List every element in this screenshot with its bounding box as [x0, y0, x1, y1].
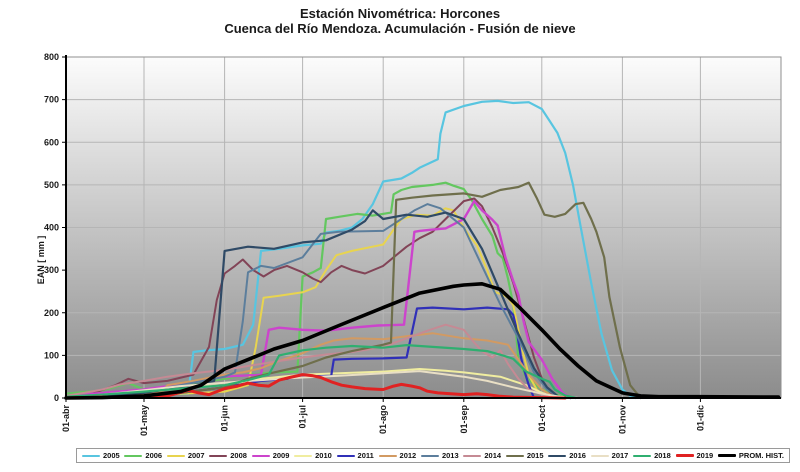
legend-label: 2005: [103, 451, 120, 460]
x-tick-label: 01-ago: [378, 405, 388, 435]
legend-item-2017: 2017: [590, 451, 629, 460]
series-line-2016: [64, 209, 562, 400]
legend-swatch-icon: [336, 454, 355, 457]
y-tick-label: 0: [54, 393, 59, 403]
legend-item-2010: 2010: [294, 451, 332, 460]
legend-label: PROM. HIST.: [738, 451, 784, 460]
legend-item-prom-hist-: PROM. HIST.: [717, 451, 784, 460]
legend-swatch-icon: [209, 454, 228, 457]
legend-swatch-icon: [294, 454, 313, 457]
legend-item-2009: 2009: [251, 451, 290, 460]
legend-swatch-icon: [717, 454, 736, 457]
legend-item-2014: 2014: [463, 451, 501, 460]
legend-label: 2006: [145, 451, 163, 460]
chart-title-line2: Cuenca del Río Mendoza. Acumulación - Fu…: [224, 21, 576, 36]
x-tick-label: 01-dic: [695, 405, 705, 431]
legend-swatch-icon: [378, 454, 397, 457]
y-tick-label: 500: [44, 180, 59, 190]
y-tick-label: 600: [44, 137, 59, 147]
chart-title-line1: Estación Nivométrica: Horcones: [299, 6, 501, 21]
legend-item-2008: 2008: [209, 451, 247, 460]
chart-legend: 2005 2006 2007 2008 2009 2010 2011 2012 2013 2014…: [76, 448, 790, 463]
legend-label: 2015: [526, 451, 544, 460]
legend-swatch-icon: [251, 454, 270, 457]
legend-item-2012: 2012: [378, 451, 417, 460]
series-line-2018: [64, 344, 577, 400]
legend-label: 2014: [484, 451, 502, 460]
chart-title: Estación Nivométrica: Horcones Cuenca de…: [0, 6, 800, 36]
y-tick-label: 700: [44, 95, 59, 105]
legend-label: 2009: [272, 451, 290, 460]
series-line-2012: [65, 332, 561, 399]
series-line-2007: [65, 207, 554, 399]
legend-item-2016: 2016: [548, 451, 586, 460]
x-tick-label: 01-jul: [298, 405, 308, 429]
legend-label: 2018: [654, 451, 671, 460]
snow-accumulation-chart: 0 100 200 300 400 500 600 700 800 01-abr 01-may 01-…: [36, 52, 782, 436]
legend-label: 2010: [315, 451, 332, 460]
legend-item-2015: 2015: [505, 451, 544, 460]
y-tick-label: 300: [44, 265, 59, 275]
x-tick-label: 01-sep: [459, 405, 469, 434]
x-tick-label: 01-jun: [220, 405, 230, 432]
series-line-2008: [65, 197, 556, 399]
series-line-2017: [65, 370, 580, 399]
legend-swatch-icon: [420, 454, 439, 457]
legend-swatch-icon: [633, 454, 652, 457]
legend-label: 2012: [399, 451, 417, 460]
legend-swatch-icon: [82, 454, 100, 457]
y-axis-title: EAN [ mm ]: [36, 236, 46, 285]
legend-label: 2019: [696, 451, 714, 460]
legend-swatch-icon: [463, 454, 482, 457]
legend-item-2005: 2005: [82, 451, 120, 460]
y-tick-label: 800: [44, 52, 59, 62]
legend-label: 2016: [569, 451, 586, 460]
legend-swatch-icon: [505, 454, 524, 457]
legend-swatch-icon: [675, 454, 694, 457]
x-tick-label: 01-abr: [61, 405, 71, 433]
legend-label: 2007: [187, 451, 205, 460]
legend-swatch-icon: [166, 454, 185, 457]
legend-item-2013: 2013: [420, 451, 459, 460]
legend-swatch-icon: [548, 454, 567, 457]
x-tick-label: 01-may: [139, 405, 149, 436]
legend-swatch-icon: [590, 454, 609, 457]
legend-label: 2013: [441, 451, 459, 460]
legend-item-2011: 2011: [336, 451, 374, 460]
legend-label: 2017: [611, 451, 629, 460]
legend-label: 2008: [230, 451, 247, 460]
y-tick-label: 200: [44, 308, 59, 318]
legend-label: 2011: [357, 451, 374, 460]
legend-item-2018: 2018: [633, 451, 671, 460]
legend-item-2006: 2006: [124, 451, 162, 460]
legend-swatch-icon: [124, 454, 143, 457]
x-tick-label: 01-nov: [617, 405, 627, 434]
legend-item-2007: 2007: [166, 451, 205, 460]
y-tick-label: 100: [44, 350, 59, 360]
series-line-2015: [64, 181, 642, 400]
y-tick-label: 400: [44, 223, 59, 233]
legend-item-2019: 2019: [675, 451, 714, 460]
series-line-prom-hist-: [64, 281, 781, 400]
x-tick-label: 01-oct: [537, 405, 547, 432]
series-line-2013: [65, 203, 561, 399]
series-line-2019: [64, 373, 567, 400]
